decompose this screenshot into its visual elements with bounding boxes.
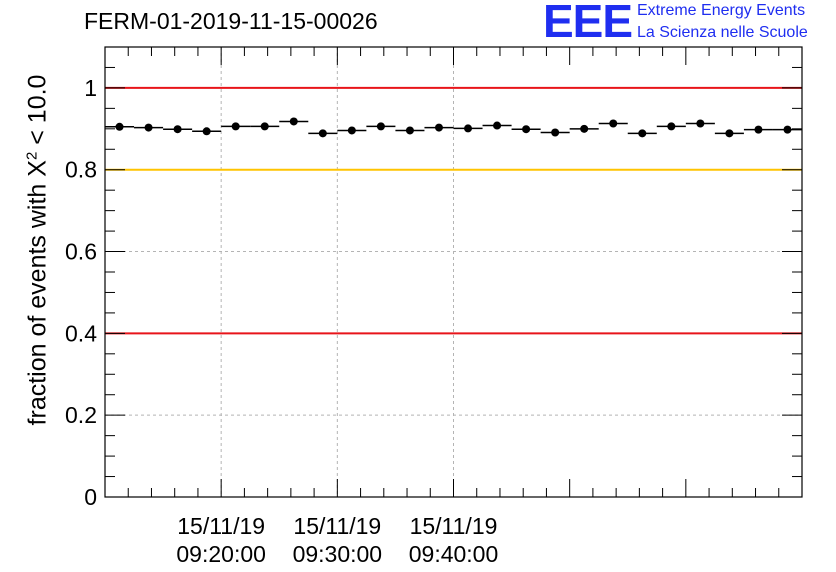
x-tick-label: 15/11/19 09:30:00 — [293, 512, 383, 568]
x-tick-date: 15/11/19 — [177, 513, 266, 539]
reference-lines — [105, 86, 802, 335]
data-point — [260, 122, 269, 131]
logo-line-1: Extreme Energy Events — [637, 2, 806, 19]
chart-title: FERM-01-2019-11-15-00026 — [84, 8, 378, 34]
data-point — [318, 129, 327, 138]
x-tick-label: 15/11/19 09:20:00 — [176, 512, 266, 568]
data-point — [405, 126, 414, 135]
x-tick-time: 09:20:00 — [176, 541, 266, 567]
data-point — [551, 128, 560, 137]
x-tick-time: 09:30:00 — [292, 541, 383, 567]
data-point — [783, 125, 792, 134]
y-tick-label: 0.8 — [65, 157, 97, 183]
y-axis-label: fraction of events with X2 < 10.0 — [23, 74, 52, 426]
eee-logo-icon: EEE — [543, 0, 633, 47]
data-point — [754, 125, 763, 134]
data-point — [434, 123, 443, 132]
data-point — [173, 125, 182, 134]
data-point — [493, 121, 502, 130]
data-point — [667, 122, 676, 131]
x-tick-date: 15/11/19 — [293, 513, 382, 539]
y-tick-labels: 0 0.2 0.4 0.6 0.8 1 — [65, 75, 97, 510]
data-point — [580, 124, 589, 133]
y-tick-label: 0 — [84, 484, 97, 510]
data-point — [376, 122, 385, 131]
y-tick-label: 0.2 — [65, 402, 97, 428]
data-point — [202, 127, 211, 136]
y-tick-label: 0.4 — [65, 320, 97, 346]
data-point — [231, 122, 240, 131]
data-point — [638, 129, 647, 138]
data-point — [464, 124, 473, 133]
y-tick-label: 1 — [84, 75, 97, 101]
x-tick-time: 09:40:00 — [408, 541, 499, 567]
data-point — [144, 123, 153, 132]
x-tick-label: 15/11/19 09:40:00 — [409, 512, 499, 568]
logo-line-2: La Scienza nelle Scuole — [637, 24, 808, 41]
data-point — [347, 126, 356, 135]
data-point — [725, 129, 734, 138]
grid-lines — [105, 47, 802, 498]
x-tick-date: 15/11/19 — [409, 513, 498, 539]
data-point — [696, 119, 705, 128]
data-point — [289, 117, 298, 126]
data-point — [609, 119, 618, 128]
data-series — [105, 117, 802, 138]
plot-frame — [104, 46, 803, 498]
data-point — [115, 122, 124, 131]
y-tick-label: 0.6 — [65, 239, 97, 265]
data-point — [522, 125, 531, 134]
